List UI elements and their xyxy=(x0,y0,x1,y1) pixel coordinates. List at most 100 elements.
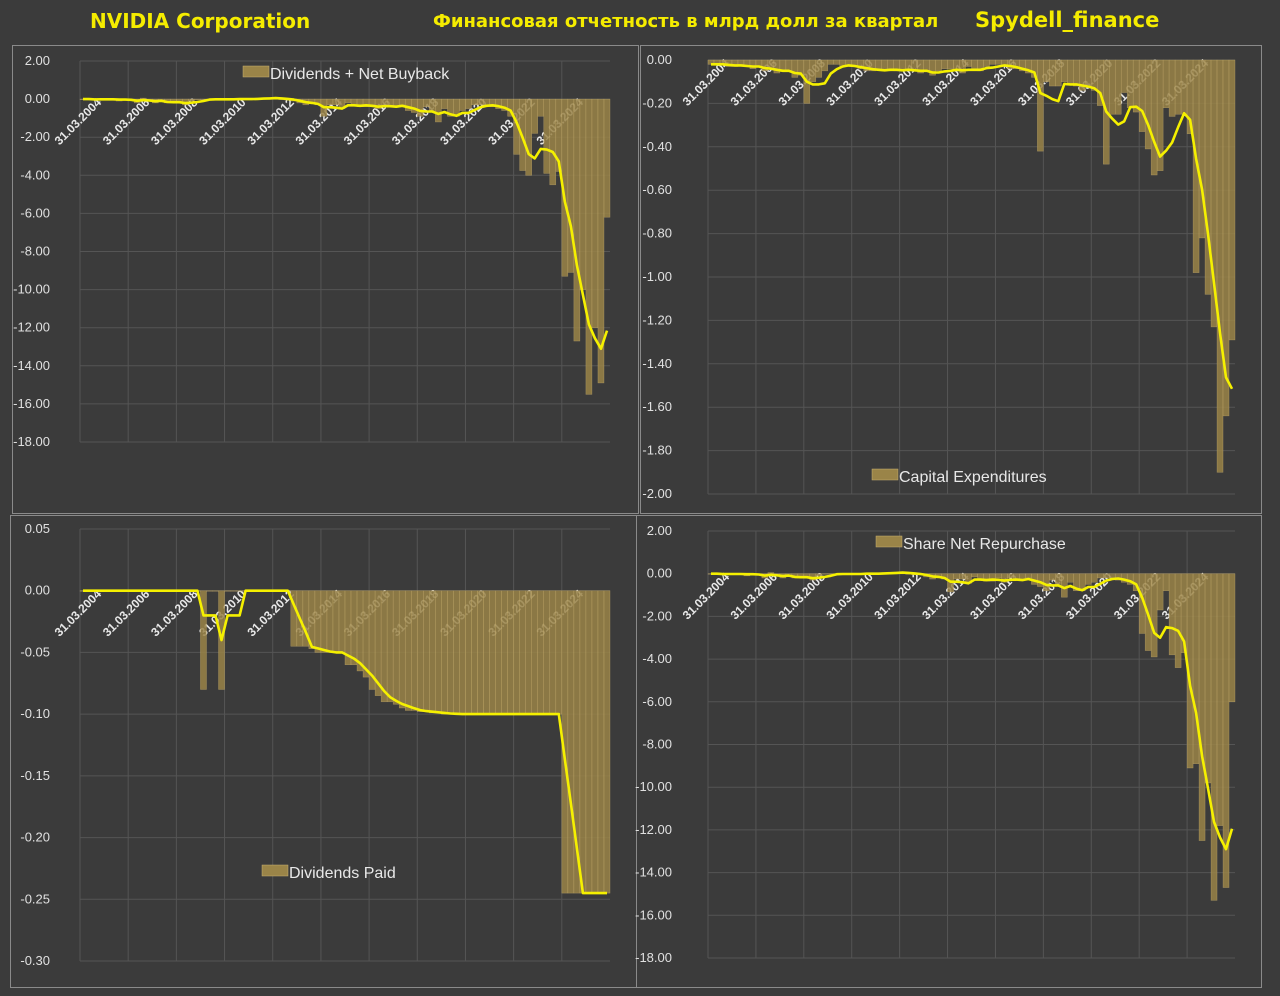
bar xyxy=(821,59,829,72)
bar xyxy=(1216,573,1224,826)
bar xyxy=(1067,59,1074,85)
chart-0: 2.00 0.00 -2.00 -4.00 -6.00 -8.00 -10.00 -12.00… xyxy=(13,53,611,449)
bar xyxy=(809,59,817,82)
y-tick-label: -2.00 xyxy=(642,486,672,501)
bar xyxy=(543,590,551,715)
bar xyxy=(1150,573,1158,658)
bar xyxy=(1055,59,1062,87)
bar xyxy=(411,590,418,711)
x-tick-label: 31.03.2008 xyxy=(148,587,201,640)
bar xyxy=(531,98,538,134)
legend-label: Dividends Paid xyxy=(289,865,396,882)
bar xyxy=(1055,573,1062,585)
y-tick-label: -0.80 xyxy=(642,226,672,241)
bar xyxy=(1150,59,1158,176)
legend-label: Dividends + Net Buyback xyxy=(270,66,450,83)
company-title: NVIDIA Corporation xyxy=(90,9,311,33)
bar xyxy=(386,590,394,703)
bar xyxy=(212,590,219,592)
bar xyxy=(206,590,213,592)
moving-average-line xyxy=(83,589,607,895)
y-tick-label: -4.00 xyxy=(20,167,50,182)
chart-3: 2.00 0.00 -2.00 -4.00 -6.00 -8.00 -10.00 -12.00… xyxy=(635,523,1236,965)
y-tick-label: -1.00 xyxy=(642,269,672,284)
y-tick-label: 0.00 xyxy=(25,583,50,598)
bar xyxy=(417,590,424,712)
bar xyxy=(791,59,799,78)
y-tick-label: -1.80 xyxy=(642,443,672,458)
y-tick-label: -2.00 xyxy=(20,129,50,144)
bar xyxy=(1144,59,1152,150)
y-tick-label: -8.00 xyxy=(20,244,50,259)
y-tick-label: -1.40 xyxy=(642,356,672,371)
bar xyxy=(447,590,454,715)
bar xyxy=(953,573,960,580)
bar xyxy=(441,590,448,715)
bar xyxy=(465,98,472,109)
bar xyxy=(1085,59,1092,87)
bar xyxy=(597,590,605,894)
bar xyxy=(326,98,334,106)
bar xyxy=(591,590,599,894)
bar xyxy=(1228,573,1236,703)
bar xyxy=(1168,59,1176,117)
bar xyxy=(995,573,1002,579)
bar xyxy=(200,590,207,690)
bar xyxy=(1043,573,1050,592)
bar xyxy=(603,98,611,218)
bar xyxy=(1120,59,1128,93)
bar xyxy=(435,98,442,123)
bar xyxy=(362,590,370,678)
x-tick-label: 31.03.2012 xyxy=(244,95,297,148)
y-tick-label: -14.00 xyxy=(13,358,50,373)
legend-swatch xyxy=(875,535,903,548)
bar xyxy=(923,59,930,72)
bar xyxy=(429,590,436,714)
bar xyxy=(398,98,406,106)
bar xyxy=(591,98,599,328)
bar xyxy=(549,590,557,715)
report-title: Финансовая отчетность в млрд долл за ква… xyxy=(433,11,939,32)
bar xyxy=(995,59,1002,65)
bar xyxy=(1114,59,1122,115)
bar xyxy=(579,98,587,290)
bar xyxy=(1156,573,1164,611)
bar xyxy=(459,98,466,111)
bar xyxy=(1204,573,1212,784)
y-tick-label: 0.00 xyxy=(647,566,672,581)
bar xyxy=(465,590,472,715)
bar xyxy=(483,98,490,106)
bar xyxy=(459,590,466,715)
bar xyxy=(525,590,532,715)
bar xyxy=(501,590,508,715)
y-tick-label: -10.00 xyxy=(13,282,50,297)
bar xyxy=(441,98,448,109)
bar xyxy=(815,573,823,577)
y-tick-label: 2.00 xyxy=(647,523,672,538)
x-tick-label: 31.03.2004 xyxy=(52,587,105,640)
bar xyxy=(1162,573,1170,592)
bar xyxy=(603,590,611,894)
bar xyxy=(417,98,424,117)
y-tick-label: -1.20 xyxy=(642,312,672,327)
bar xyxy=(737,59,745,65)
bar xyxy=(543,98,551,174)
bar xyxy=(1067,573,1074,583)
legend-label: Capital Expenditures xyxy=(899,469,1047,486)
bar xyxy=(965,59,972,67)
bar xyxy=(1216,59,1224,473)
bar xyxy=(338,590,346,653)
x-tick-label: 31.03.2010 xyxy=(823,570,876,623)
bar xyxy=(585,590,593,894)
bar xyxy=(368,98,376,106)
bar xyxy=(905,59,912,69)
y-tick-label: -6.00 xyxy=(642,694,672,709)
y-tick-label: -14.00 xyxy=(635,865,672,880)
bar xyxy=(1228,59,1236,341)
bar xyxy=(1222,573,1230,888)
bar xyxy=(555,590,563,715)
bar xyxy=(1108,59,1116,115)
moving-average-line xyxy=(711,63,1234,390)
chart-1: 0.00 -0.20 -0.40 -0.60 -0.80 -1.00 -1.20 -1.40 -… xyxy=(642,52,1236,501)
y-tick-label: -8.00 xyxy=(642,737,672,752)
